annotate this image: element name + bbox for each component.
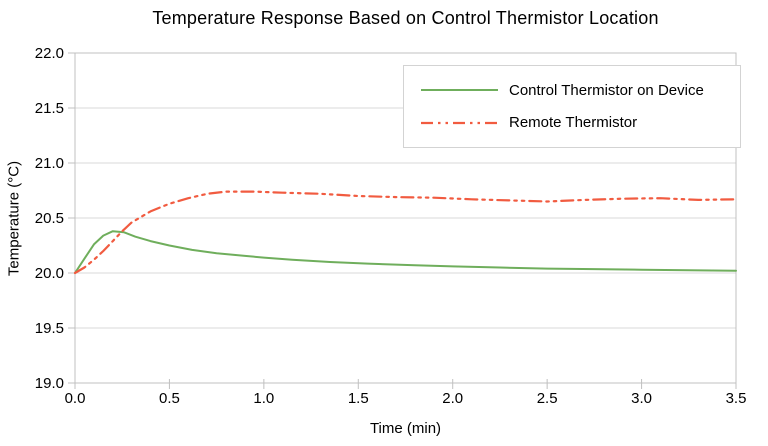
y-tick-label: 21.5: [35, 100, 64, 117]
x-axis-title: Time (min): [369, 420, 442, 437]
x-tick-label: 0.0: [65, 390, 86, 407]
legend-label-remote-thermistor: Remote Thermistor: [509, 114, 638, 132]
y-tick-label: 20.5: [35, 210, 64, 227]
x-tick-label: 1.0: [253, 390, 274, 407]
series-line-remote-thermistor: [73, 190, 738, 275]
x-tick-label: 3.5: [726, 390, 747, 407]
chart-title: Temperature Response Based on Control Th…: [152, 8, 659, 28]
y-tick-label: 19.0: [35, 375, 64, 392]
y-axis-title: Temperature (°C): [5, 160, 23, 277]
legend-label-control-thermistor: Control Thermistor on Device: [509, 81, 704, 99]
legend-item-remote-thermistor: Remote Thermistor: [404, 114, 740, 131]
x-tick-label: 2.5: [537, 390, 558, 407]
y-tick-label: 19.5: [35, 320, 64, 337]
legend-item-control-thermistor: Control Thermistor on Device: [404, 82, 740, 99]
series-line-control-thermistor-on-device: [74, 230, 737, 274]
x-tick-label: 1.5: [348, 390, 369, 407]
y-tick-label: 22.0: [35, 45, 64, 62]
x-tick-label: 3.0: [631, 390, 652, 407]
x-tick-label: 2.0: [442, 390, 463, 407]
y-tick-label: 20.0: [35, 265, 64, 282]
y-tick-label: 21.0: [35, 155, 64, 172]
x-tick-label: 0.5: [159, 390, 180, 407]
legend: Control Thermistor on Device Remote Ther…: [403, 65, 741, 148]
solid-line-icon: [421, 89, 498, 92]
dash-dot-line-icon: [421, 121, 498, 124]
